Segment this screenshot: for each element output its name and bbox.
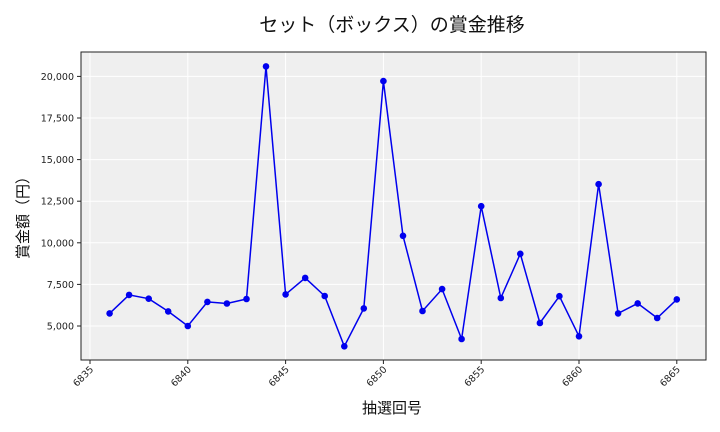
x-tick-label: 6865 xyxy=(658,364,683,389)
y-axis-ticks: 5,000 7,500 10,000 12,500 15,000 17,500 20,000 xyxy=(41,72,81,333)
data-point-marker xyxy=(458,335,465,343)
data-point-marker xyxy=(301,274,309,282)
y-tick-label: 7,500 xyxy=(47,280,74,291)
y-tick-label: 17,500 xyxy=(41,114,74,125)
data-series xyxy=(106,63,681,350)
plot-frame xyxy=(80,51,707,361)
data-point-marker xyxy=(614,310,622,317)
data-point-marker xyxy=(653,314,661,322)
data-point-marker xyxy=(419,307,426,315)
x-tick-label: 6855 xyxy=(462,364,487,389)
data-point-marker xyxy=(517,250,524,258)
x-tick-label: 6860 xyxy=(560,364,585,389)
y-tick-label: 20,000 xyxy=(41,72,74,83)
data-point-marker xyxy=(106,310,113,317)
data-point-marker xyxy=(634,300,641,307)
data-point-marker xyxy=(477,202,485,210)
x-axis-label: 抽選回号 xyxy=(362,399,422,417)
data-point-marker xyxy=(438,285,446,293)
x-tick-label: 6840 xyxy=(169,364,194,389)
data-point-marker xyxy=(380,77,387,85)
data-point-marker xyxy=(673,296,681,303)
chart-title: セット（ボックス）の賞金推移 xyxy=(259,14,524,36)
data-point-marker xyxy=(497,294,505,302)
data-point-marker xyxy=(184,322,192,330)
data-point-marker xyxy=(164,308,172,315)
y-tick-label: 5,000 xyxy=(47,322,74,333)
y-axis-label: 賞金額（円） xyxy=(14,169,32,259)
data-point-marker xyxy=(223,300,231,307)
x-axis-ticks: 6835 6840 6845 6850 6855 6860 6865 xyxy=(71,360,683,389)
y-tick-label: 15,000 xyxy=(41,155,74,166)
data-point-marker xyxy=(125,291,133,299)
y-tick-label: 10,000 xyxy=(41,238,74,249)
data-point-marker xyxy=(243,295,250,303)
data-point-marker xyxy=(360,305,368,312)
y-tick-label: 12,500 xyxy=(41,197,74,208)
data-point-marker xyxy=(595,180,602,188)
data-point-marker xyxy=(536,319,544,327)
x-tick-label: 6850 xyxy=(365,364,390,389)
data-point-marker xyxy=(399,232,407,240)
data-point-marker xyxy=(556,292,563,300)
data-point-marker xyxy=(341,343,348,350)
data-point-marker xyxy=(204,298,211,306)
plot-area xyxy=(81,52,706,360)
data-point-marker xyxy=(321,292,329,300)
data-point-marker xyxy=(145,295,152,303)
x-tick-label: 6835 xyxy=(71,364,96,389)
data-point-marker xyxy=(262,63,270,70)
data-point-marker xyxy=(575,333,583,340)
grid-lines xyxy=(81,52,706,360)
data-point-marker xyxy=(282,291,289,298)
series-line xyxy=(109,66,678,349)
x-tick-label: 6845 xyxy=(267,364,292,389)
